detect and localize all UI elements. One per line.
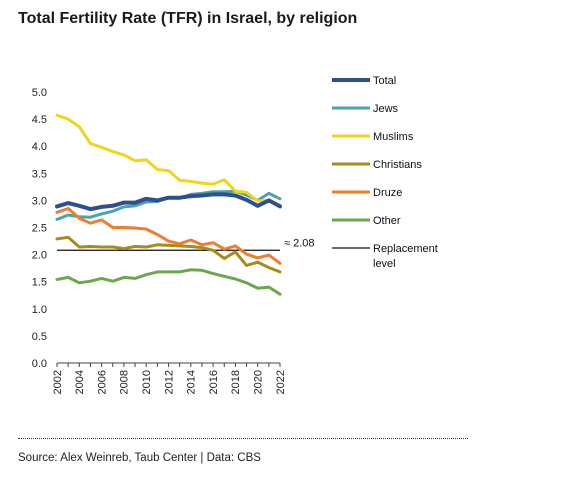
x-tick-label: 2004	[74, 370, 86, 394]
x-axis: 2002 2004 2006 2008 2010 2012 2014 2016 2018 2020…	[52, 362, 287, 394]
x-tick-label: 2006	[96, 370, 108, 394]
series-line-jews	[55, 189, 282, 221]
legend-label-druze: Druze	[373, 187, 402, 199]
series-line-total	[55, 192, 282, 212]
legend: Total Jews Muslims Christians Druze Other Repl…	[332, 75, 438, 270]
series-line-druze	[55, 207, 282, 265]
x-tick-label: 2008	[119, 370, 131, 394]
replacement-annotation: ≈ 2.08	[284, 237, 315, 249]
legend-label-total: Total	[373, 75, 396, 87]
y-tick-label: 4.0	[32, 141, 47, 153]
x-tick-label: 2014	[186, 370, 198, 394]
series-line-other	[55, 268, 282, 296]
y-tick-label: 1.0	[32, 304, 47, 316]
y-tick-label: 0.5	[32, 331, 47, 343]
source-note: Source: Alex Weinreb, Taub Center | Data…	[18, 452, 261, 464]
replacement-level-line: ≈ 2.08	[57, 237, 315, 251]
y-tick-label: 3.0	[32, 195, 47, 207]
x-tick-label: 2022	[275, 370, 287, 394]
x-tick-label: 2020	[253, 370, 265, 394]
legend-label-muslims: Muslims	[373, 131, 414, 143]
legend-label-other: Other	[373, 215, 401, 227]
series-line-christians	[55, 235, 282, 274]
chart: 0.00.51.01.52.02.53.03.54.04.55.0 2002 20…	[32, 75, 438, 394]
series-line-muslims	[55, 113, 282, 207]
y-tick-label: 0.0	[32, 358, 47, 370]
y-tick-label: 2.5	[32, 223, 47, 235]
x-tick-label: 2010	[141, 370, 153, 394]
y-tick-label: 4.5	[32, 114, 47, 126]
x-tick-label: 2016	[208, 370, 220, 394]
y-tick-label: 3.5	[32, 168, 47, 180]
y-tick-label: 5.0	[32, 87, 47, 99]
series-lines	[55, 113, 282, 296]
x-tick-label: 2002	[52, 370, 64, 394]
chart-title: Total Fertility Rate (TFR) in Israel, by…	[18, 10, 358, 27]
legend-label-replacement: Replacement level	[373, 243, 438, 270]
legend-label-christians: Christians	[373, 159, 422, 171]
x-tick-label: 2018	[230, 370, 242, 394]
x-tick-label: 2012	[163, 370, 175, 394]
source-divider	[18, 438, 468, 439]
y-axis: 0.0 0.5 1.0 1.5 2.0 2.5 3.0 3.5 4.0 4.5 5.0	[32, 87, 47, 370]
y-tick-label: 1.5	[32, 277, 47, 289]
legend-label-jews: Jews	[373, 103, 399, 115]
y-tick-label: 2.0	[32, 250, 47, 262]
